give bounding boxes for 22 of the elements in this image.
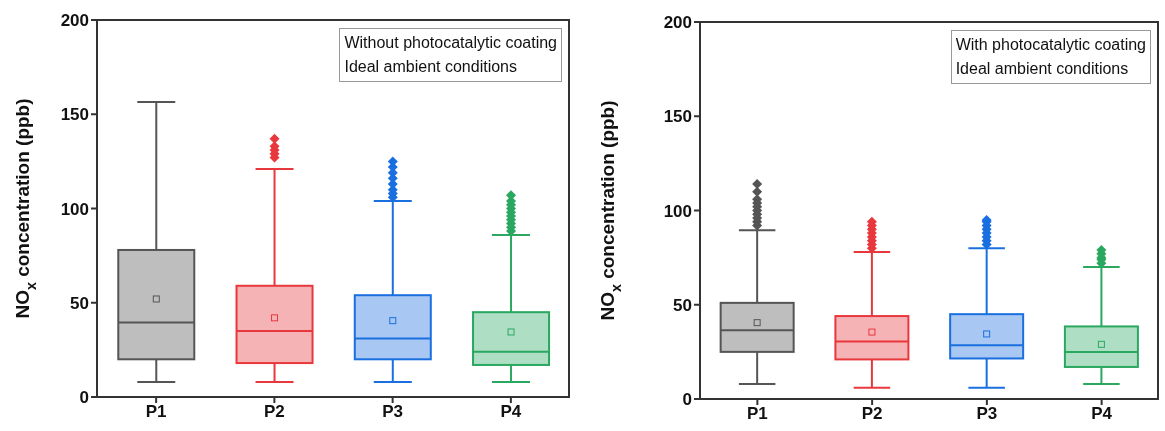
- x-tick-label: P4: [500, 402, 522, 422]
- y-tick-label: 150: [60, 105, 89, 125]
- x-tick-label: P3: [976, 404, 998, 424]
- y-tick-label: 50: [70, 293, 89, 313]
- y-tick-label: 100: [60, 199, 89, 219]
- x-tick-label: P2: [861, 404, 883, 424]
- y-tick-label: 0: [79, 388, 89, 408]
- x-tick-label: P3: [382, 402, 404, 422]
- annotation: Ideal ambient conditions: [344, 57, 518, 77]
- y-tick-label: 200: [663, 13, 692, 33]
- x-tick-label: P4: [1091, 404, 1113, 424]
- y-tick-label: 200: [60, 11, 89, 31]
- x-tick-label: P2: [263, 402, 285, 422]
- y-tick-label: 100: [663, 201, 692, 221]
- y-tick-label: 0: [682, 390, 692, 410]
- x-tick-label: P1: [746, 404, 768, 424]
- annotation: Without photocatalytic coating: [344, 33, 557, 53]
- annotation: With photocatalytic coating: [955, 35, 1146, 55]
- annotation: Ideal ambient conditions: [955, 59, 1130, 79]
- y-tick-label: 150: [663, 107, 692, 127]
- y-tick-label: 50: [673, 295, 692, 315]
- x-tick-label: P1: [145, 402, 167, 422]
